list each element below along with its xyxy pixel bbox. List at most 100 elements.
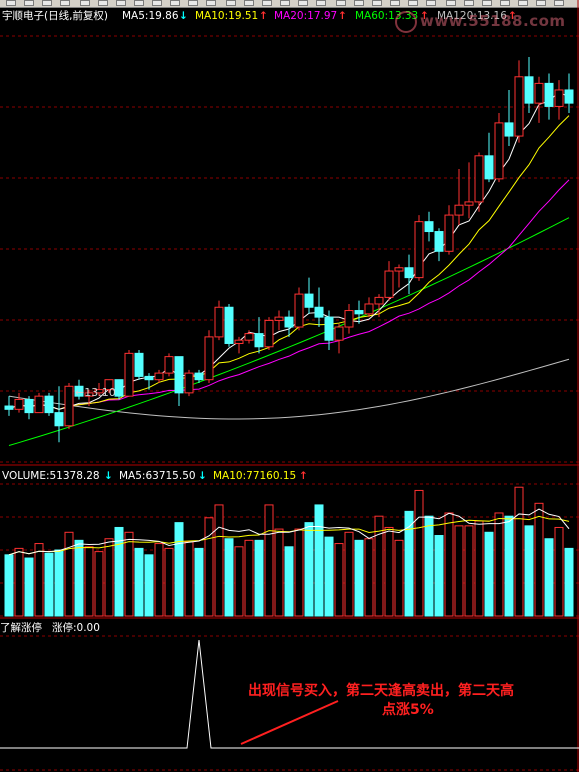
candle-body <box>154 372 164 381</box>
toolbar-icon[interactable] <box>6 0 16 6</box>
ma120-line <box>8 358 570 420</box>
volume-bar <box>484 531 494 617</box>
volume-bar <box>324 536 334 617</box>
candle-body <box>174 356 184 394</box>
toolbar-icon[interactable] <box>298 0 308 6</box>
candle-body <box>444 214 454 252</box>
toolbar-icon[interactable] <box>336 0 346 6</box>
volume-bar <box>84 546 94 617</box>
toolbar-icon[interactable] <box>280 0 290 6</box>
toolbar-icon[interactable] <box>80 0 90 6</box>
candle-body <box>264 319 274 348</box>
toolbar-icon[interactable] <box>206 0 216 6</box>
toolbar-icon[interactable] <box>170 0 180 6</box>
ma5-arrow: ↓ <box>179 10 188 22</box>
volume-bar <box>214 504 224 617</box>
candle-body <box>384 270 394 298</box>
toolbar-icon[interactable] <box>426 0 436 6</box>
candle-body <box>214 306 224 338</box>
candle-body <box>104 379 114 391</box>
volume-bar <box>504 515 514 617</box>
volume-bar <box>224 538 234 617</box>
toolbar-icon[interactable] <box>372 0 382 6</box>
candle-body <box>354 310 364 315</box>
candle-body <box>464 201 474 206</box>
volume-bar <box>454 525 464 617</box>
toolbar-icon[interactable] <box>316 0 326 6</box>
candle-body <box>84 392 94 397</box>
toolbar-icon[interactable] <box>446 0 456 6</box>
candle-body <box>324 316 334 341</box>
ma60-line <box>8 217 570 447</box>
volume-bar <box>14 547 24 617</box>
signal-title[interactable]: 了解涨停 <box>0 622 42 634</box>
candle-body <box>424 221 434 233</box>
volume-bar <box>554 526 564 617</box>
toolbar-icon[interactable] <box>482 0 492 6</box>
toolbar-icon[interactable] <box>116 0 126 6</box>
toolbar-icon[interactable] <box>354 0 364 6</box>
candle-body <box>294 293 304 328</box>
candle-body <box>454 204 464 216</box>
annotation-pointer <box>240 700 339 745</box>
volume-bar <box>314 504 324 617</box>
volume-bar <box>424 515 434 617</box>
volume-ma5-line <box>8 508 570 556</box>
toolbar-icon[interactable] <box>152 0 162 6</box>
volume-bar <box>144 554 154 617</box>
volume-bar <box>244 539 254 617</box>
volume-bar <box>374 515 384 617</box>
toolbar-icon[interactable] <box>188 0 198 6</box>
volume-bar <box>24 557 34 617</box>
toolbar-icon[interactable] <box>536 0 546 6</box>
volume-bar <box>354 539 364 617</box>
volume-bar <box>124 531 134 617</box>
volume-label: VOLUME:51378.28 <box>2 470 100 482</box>
top-toolbar <box>0 0 579 8</box>
toolbar-icon[interactable] <box>60 0 70 6</box>
candle-body <box>74 385 84 397</box>
candle-body <box>314 306 324 318</box>
toolbar-icon[interactable] <box>408 0 418 6</box>
ma120-label: MA120:13.16 <box>437 10 507 22</box>
volume-bar <box>564 547 574 617</box>
ma5-label: MA5:19.86 <box>122 10 179 22</box>
ma60-arrow: ↑ <box>420 10 429 22</box>
candle-body <box>414 221 424 279</box>
ma20-label: MA20:17.97 <box>274 10 338 22</box>
volume-bar <box>34 543 44 617</box>
toolbar-icon[interactable] <box>390 0 400 6</box>
toolbar-icon[interactable] <box>554 0 564 6</box>
candle-body <box>374 296 384 305</box>
volume-bar <box>434 535 444 617</box>
toolbar-icon[interactable] <box>98 0 108 6</box>
candle-body <box>34 395 44 414</box>
candle-body <box>564 89 574 104</box>
candle-body <box>194 372 204 381</box>
toolbar-icon[interactable] <box>42 0 52 6</box>
stock-title[interactable]: 宇顺电子(日线,前复权) <box>2 10 109 22</box>
toolbar-icon[interactable] <box>262 0 272 6</box>
volume-bar <box>264 504 274 617</box>
toolbar-icon[interactable] <box>464 0 474 6</box>
candle-body <box>44 395 54 414</box>
candle-body <box>24 398 34 414</box>
toolbar-icon[interactable] <box>244 0 254 6</box>
annotation-text-line2: 点涨5% <box>382 702 434 718</box>
candle-body <box>534 82 544 104</box>
volume-bar <box>364 538 374 617</box>
candle-body <box>334 326 344 341</box>
candle-body <box>54 412 64 427</box>
toolbar-icon[interactable] <box>134 0 144 6</box>
volume-bar <box>134 547 144 617</box>
toolbar-icon[interactable] <box>24 0 34 6</box>
volume-bar <box>474 520 484 617</box>
toolbar-icon[interactable] <box>500 0 510 6</box>
toolbar-icon[interactable] <box>518 0 528 6</box>
volume-bar <box>204 517 214 617</box>
toolbar-icon[interactable] <box>226 0 236 6</box>
candle-body <box>524 76 534 104</box>
candle-body <box>224 306 234 344</box>
volume-bar <box>534 502 544 617</box>
